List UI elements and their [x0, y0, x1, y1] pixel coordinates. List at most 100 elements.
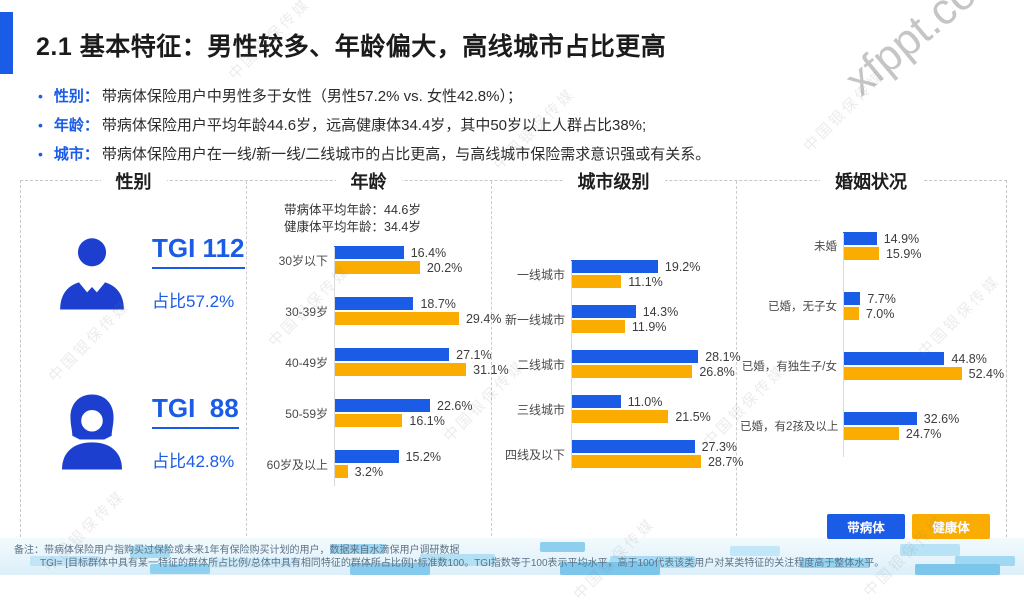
footnote-line-2: TGI= [目标群体中具有某一特征的群体所占比例/总体中具有相同特征的群体所占比… — [40, 557, 885, 569]
bullet-city: • 城市： 带病体保险用户在一线/新一线/二线城市的占比更高，与高线城市保险需求… — [38, 144, 710, 165]
bar-line: 14.3% — [571, 304, 734, 319]
value-label: 18.7% — [420, 296, 456, 311]
panel-divider — [491, 181, 492, 546]
pixel-block — [800, 558, 870, 568]
bar-line: 32.6% — [843, 411, 1006, 426]
chart-row: 四线及以下 27.3% 28.7% — [493, 439, 743, 469]
chart-row: 已婚，有2孩及以上 32.6% 24.7% — [740, 411, 1006, 441]
pixel-block — [30, 556, 100, 566]
value-label: 52.4% — [968, 366, 1005, 381]
value-label: 32.6% — [923, 411, 960, 426]
male-stats: TGI 112 占比57.2% — [152, 233, 245, 312]
bar-line: 19.2% — [571, 259, 734, 274]
chart-legend: 带病体 健康体 — [827, 514, 990, 539]
bar-带病体 — [334, 450, 399, 463]
bar-带病体 — [843, 232, 877, 245]
category-label: 三线城市 — [516, 402, 565, 417]
bullet-dot-icon: • — [38, 146, 43, 162]
pixel-block — [350, 563, 430, 575]
panel-city: 城市级别 一线城市 19.2% 11.1% 新一线城市 14.3% 11.9% 二线城市 28… — [491, 168, 743, 546]
bar-line: 24.7% — [843, 426, 1006, 441]
bar-line: 21.5% — [571, 409, 734, 424]
bar-line: 7.7% — [843, 291, 1006, 306]
bar-group: 14.3% 11.9% — [571, 304, 734, 334]
decorative-footer-image — [0, 538, 1024, 575]
bar-group: 18.7% 29.4% — [334, 296, 501, 326]
category-label: 已婚，有2孩及以上 — [740, 421, 839, 433]
age-average-healthy: 健康体平均年龄：34.4岁 — [284, 220, 421, 234]
charts-card: 性别 TGI 112 占比57.2% — [20, 168, 1007, 547]
age-chart-axis — [334, 247, 335, 486]
bar-line: 20.2% — [334, 260, 487, 275]
panel-age: 年龄 带病体平均年龄：44.6岁 健康体平均年龄：34.4岁 30岁以下 16.4… — [246, 168, 509, 546]
bar-带病体 — [334, 297, 414, 310]
bar-line: 28.1% — [571, 349, 741, 364]
value-label: 44.8% — [951, 351, 987, 366]
bar-line: 15.9% — [843, 246, 1006, 261]
bar-健康体 — [571, 455, 701, 468]
value-label: 7.7% — [867, 291, 896, 306]
value-label: 16.4% — [410, 245, 447, 260]
bar-line: 7.0% — [843, 306, 1006, 321]
bar-group: 11.0% 21.5% — [571, 394, 734, 424]
bar-line: 18.7% — [334, 296, 487, 311]
bar-健康体 — [843, 307, 859, 320]
chart-row: 新一线城市 14.3% 11.9% — [493, 304, 734, 334]
bar-line: 11.9% — [571, 319, 734, 334]
bar-带病体 — [334, 348, 450, 361]
category-label: 30-39岁 — [285, 304, 328, 319]
male-tgi-value: TGI 112 — [152, 233, 245, 269]
panel-gender: 性别 TGI 112 占比57.2% — [21, 168, 246, 546]
bar-健康体 — [334, 465, 348, 478]
bar-带病体 — [571, 305, 636, 318]
bar-group: 16.4% 20.2% — [334, 245, 487, 275]
pixel-block — [330, 544, 385, 554]
bullet-label: 城市： — [53, 146, 99, 163]
age-bar-chart: 30岁以下 16.4% 20.2% 30-39岁 18.7% 29.4% 40-49岁 27.… — [252, 245, 509, 500]
bar-group: 22.6% 16.1% — [334, 398, 487, 428]
page-title: 2.1 基本特征：男性较多、年龄偏大，高线城市占比更高 — [36, 33, 667, 61]
bar-group: 7.7% 7.0% — [843, 291, 1006, 321]
bar-带病体 — [571, 395, 621, 408]
value-label: 15.9% — [885, 246, 922, 261]
bar-带病体 — [334, 246, 404, 259]
bar-group: 32.6% 24.7% — [843, 411, 1006, 441]
category-label: 新一线城市 — [504, 312, 565, 327]
bar-line: 16.4% — [334, 245, 487, 260]
bar-line: 27.3% — [571, 439, 738, 454]
age-average-note: 带病体平均年龄：44.6岁 健康体平均年龄：34.4岁 — [284, 202, 421, 236]
female-stats: TGI 88 占比42.8% — [152, 393, 239, 472]
bar-健康体 — [334, 312, 459, 325]
pixel-block — [900, 544, 960, 556]
bullet-gender: • 性别： 带病体保险用户中男性多于女性（男性57.2% vs. 女性42.8%… — [38, 86, 710, 107]
chart-row: 一线城市 19.2% 11.1% — [493, 259, 734, 289]
marriage-bar-chart: 未婚 14.9% 15.9% 已婚，无子女 7.7% 7.0% 已婚，有独生子/女 44.8%… — [740, 231, 1006, 471]
chart-row: 二线城市 28.1% 26.8% — [493, 349, 741, 379]
panel-divider — [246, 181, 247, 546]
category-label: 已婚，无子女 — [768, 301, 837, 313]
pixel-block — [915, 564, 1000, 575]
category-label: 未婚 — [814, 241, 837, 253]
value-label: 28.1% — [705, 349, 741, 364]
chart-row: 三线城市 11.0% 21.5% — [493, 394, 734, 424]
category-label: 二线城市 — [516, 357, 565, 372]
chart-row: 30岁以下 16.4% 20.2% — [252, 245, 487, 275]
panel-title-marriage: 婚姻状况 — [820, 168, 922, 194]
bar-line: 11.0% — [571, 394, 734, 409]
chart-row: 已婚，无子女 7.7% 7.0% — [740, 291, 1006, 321]
legend-item-健康体: 健康体 — [912, 514, 990, 539]
summary-bullets: • 性别： 带病体保险用户中男性多于女性（男性57.2% vs. 女性42.8%… — [38, 86, 710, 173]
value-label: 27.3% — [701, 439, 738, 454]
chart-row: 40-49岁 27.1% 31.1% — [252, 347, 508, 377]
category-label: 四线及以下 — [504, 447, 565, 462]
bar-line: 14.9% — [843, 231, 1006, 246]
bar-健康体 — [334, 414, 403, 427]
bar-line: 16.1% — [334, 413, 487, 428]
bar-group: 14.9% 15.9% — [843, 231, 1006, 261]
bar-line: 22.6% — [334, 398, 487, 413]
value-label: 14.9% — [883, 231, 920, 246]
bullet-text: 带病体保险用户中男性多于女性（男性57.2% vs. 女性42.8%）； — [101, 88, 522, 105]
pixel-block — [150, 564, 210, 574]
marriage-chart-axis — [843, 233, 844, 457]
legend-item-带病体: 带病体 — [827, 514, 905, 539]
